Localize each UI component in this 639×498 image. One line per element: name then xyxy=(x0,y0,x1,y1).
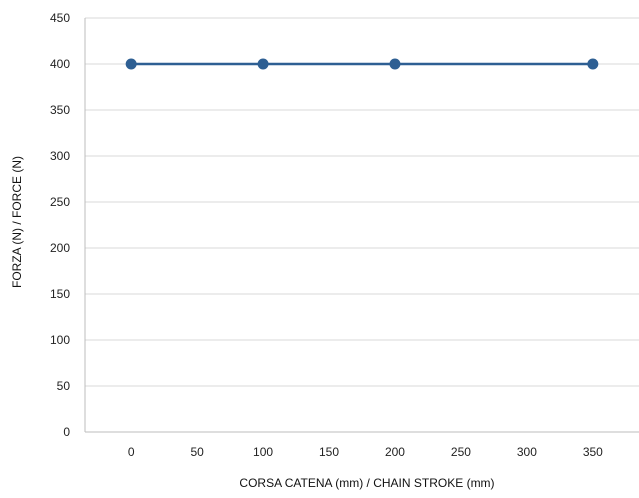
x-tick-label: 150 xyxy=(319,445,339,459)
x-axis-title: CORSA CATENA (mm) / CHAIN STROKE (mm) xyxy=(239,476,494,490)
x-tick-label: 50 xyxy=(190,445,204,459)
y-tick-label: 100 xyxy=(50,333,70,347)
y-axis-title: FORZA (N) / FORCE (N) xyxy=(10,156,24,288)
y-tick-labels: 0 50 100 150 200 250 300 350 400 450 xyxy=(50,11,70,439)
x-tick-label: 100 xyxy=(253,445,273,459)
x-tick-label: 200 xyxy=(385,445,405,459)
data-point xyxy=(587,58,599,70)
series-layer xyxy=(125,58,599,70)
axes xyxy=(84,18,639,433)
y-tick-label: 0 xyxy=(63,425,70,439)
x-tick-labels: 0 50 100 150 200 250 300 350 xyxy=(128,445,603,459)
x-tick-label: 350 xyxy=(583,445,603,459)
data-point xyxy=(257,58,269,70)
y-tick-label: 450 xyxy=(50,11,70,25)
data-point xyxy=(389,58,401,70)
x-tick-label: 0 xyxy=(128,445,135,459)
y-tick-label: 50 xyxy=(57,379,71,393)
y-tick-label: 150 xyxy=(50,287,70,301)
data-point xyxy=(125,58,137,70)
y-tick-label: 200 xyxy=(50,241,70,255)
gridlines xyxy=(85,17,639,387)
x-tick-label: 250 xyxy=(451,445,471,459)
y-tick-label: 400 xyxy=(50,57,70,71)
x-tick-label: 300 xyxy=(517,445,537,459)
y-tick-label: 300 xyxy=(50,149,70,163)
y-tick-label: 350 xyxy=(50,103,70,117)
y-tick-label: 250 xyxy=(50,195,70,209)
